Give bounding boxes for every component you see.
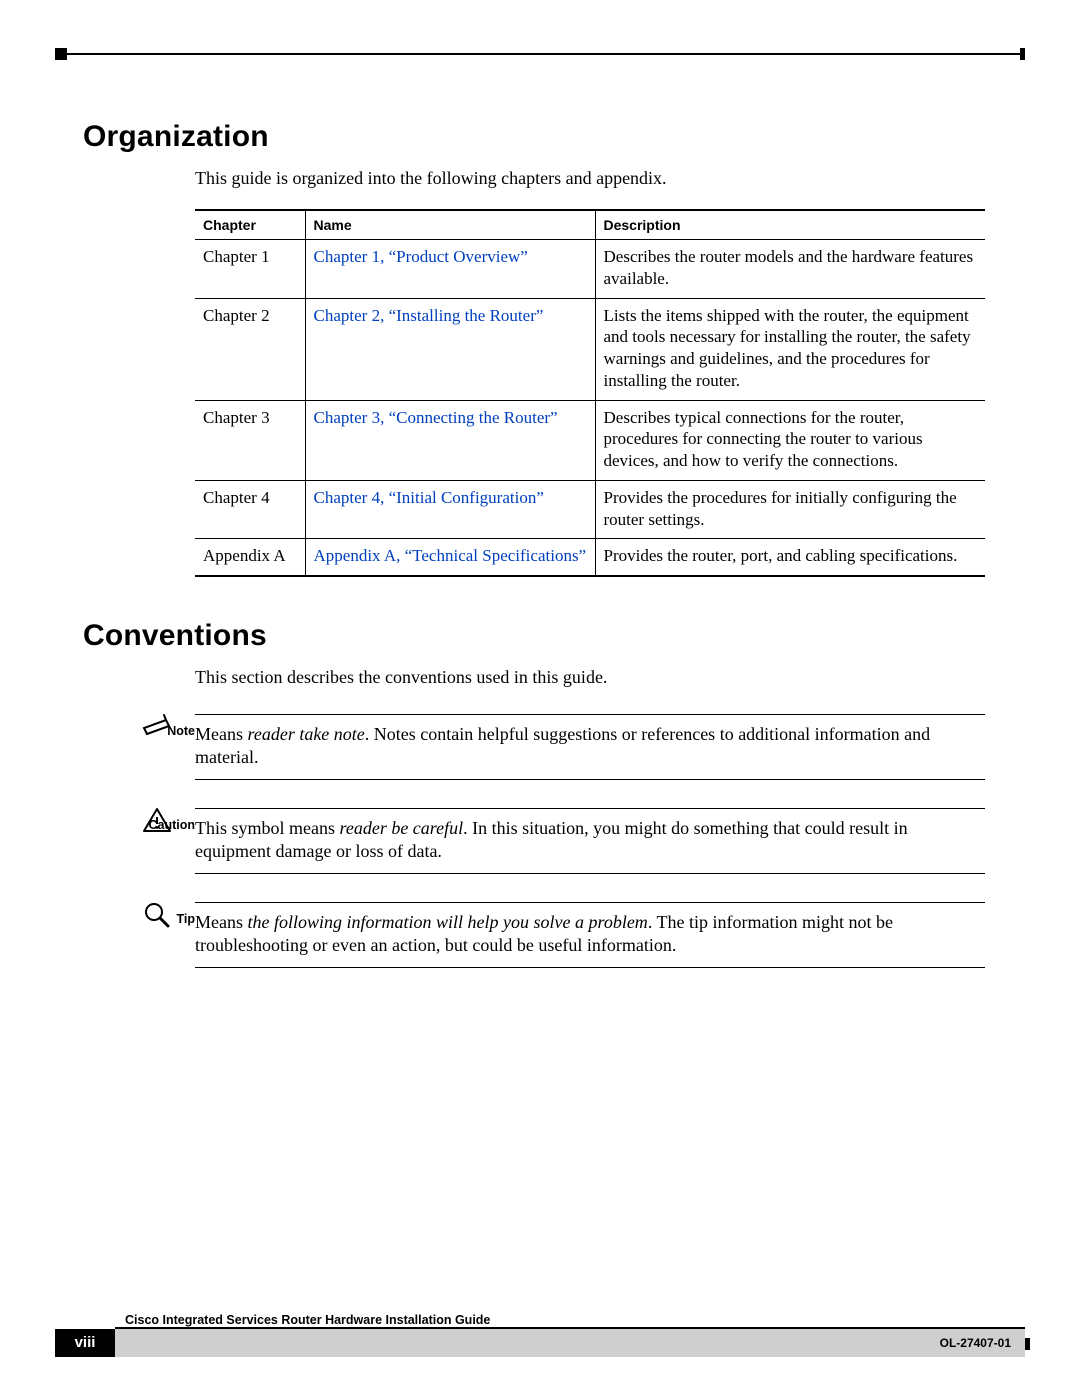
chapter-link[interactable]: Chapter 4, “Initial Configuration” [314, 488, 544, 507]
table-row: Chapter 1 Chapter 1, “Product Overview” … [195, 240, 985, 299]
cell-chapter: Appendix A [195, 539, 305, 576]
conventions-intro: This section describes the conventions u… [195, 667, 1025, 688]
table-row: Chapter 2 Chapter 2, “Installing the Rou… [195, 298, 985, 400]
footer-doc-id: OL-27407-01 [940, 1336, 1011, 1350]
table-row: Chapter 4 Chapter 4, “Initial Configurat… [195, 480, 985, 539]
heading-conventions: Conventions [83, 619, 1025, 653]
chapter-link[interactable]: Chapter 2, “Installing the Router” [314, 306, 544, 325]
page-body: Organization This guide is organized int… [55, 40, 1025, 1357]
heading-organization: Organization [83, 120, 1025, 154]
tip-text: Means the following information will hel… [195, 911, 985, 957]
chapter-link[interactable]: Chapter 1, “Product Overview” [314, 247, 528, 266]
cell-description: Provides the procedures for initially co… [595, 480, 985, 539]
footer-page-number: viii [55, 1329, 115, 1357]
cell-description: Describes typical connections for the ro… [595, 400, 985, 480]
note-text: Means reader take note. Notes contain he… [195, 723, 985, 769]
note-label: Note [115, 724, 195, 738]
footer-doc-title: Cisco Integrated Services Router Hardwar… [125, 1313, 490, 1327]
col-header-name: Name [305, 210, 595, 240]
note-block: Note Means reader take note. Notes conta… [195, 714, 985, 780]
page-footer: Cisco Integrated Services Router Hardwar… [55, 1329, 1025, 1357]
chapter-link[interactable]: Chapter 3, “Connecting the Router” [314, 408, 558, 427]
table-row: Chapter 3 Chapter 3, “Connecting the Rou… [195, 400, 985, 480]
caution-text: This symbol means reader be careful. In … [195, 817, 985, 863]
organization-intro: This guide is organized into the followi… [195, 168, 1025, 189]
col-header-chapter: Chapter [195, 210, 305, 240]
cell-description: Provides the router, port, and cabling s… [595, 539, 985, 576]
caution-label: Caution [115, 818, 195, 832]
chapter-link[interactable]: Appendix A, “Technical Specifications” [314, 546, 587, 565]
cell-chapter: Chapter 3 [195, 400, 305, 480]
tip-label: Tip [115, 912, 195, 926]
caution-block: Caution This symbol means reader be care… [195, 808, 985, 874]
cell-chapter: Chapter 4 [195, 480, 305, 539]
cell-chapter: Chapter 1 [195, 240, 305, 299]
tip-block: Tip Means the following information will… [195, 902, 985, 968]
footer-end-tick [1025, 1338, 1030, 1350]
cell-description: Describes the router models and the hard… [595, 240, 985, 299]
table-row: Appendix A Appendix A, “Technical Specif… [195, 539, 985, 576]
organization-table: Chapter Name Description Chapter 1 Chapt… [195, 209, 985, 577]
cell-description: Lists the items shipped with the router,… [595, 298, 985, 400]
cell-chapter: Chapter 2 [195, 298, 305, 400]
col-header-description: Description [595, 210, 985, 240]
